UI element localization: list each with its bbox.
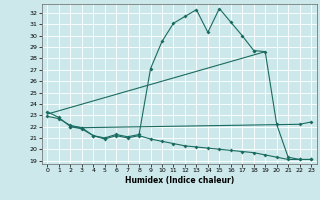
X-axis label: Humidex (Indice chaleur): Humidex (Indice chaleur) xyxy=(124,176,234,185)
